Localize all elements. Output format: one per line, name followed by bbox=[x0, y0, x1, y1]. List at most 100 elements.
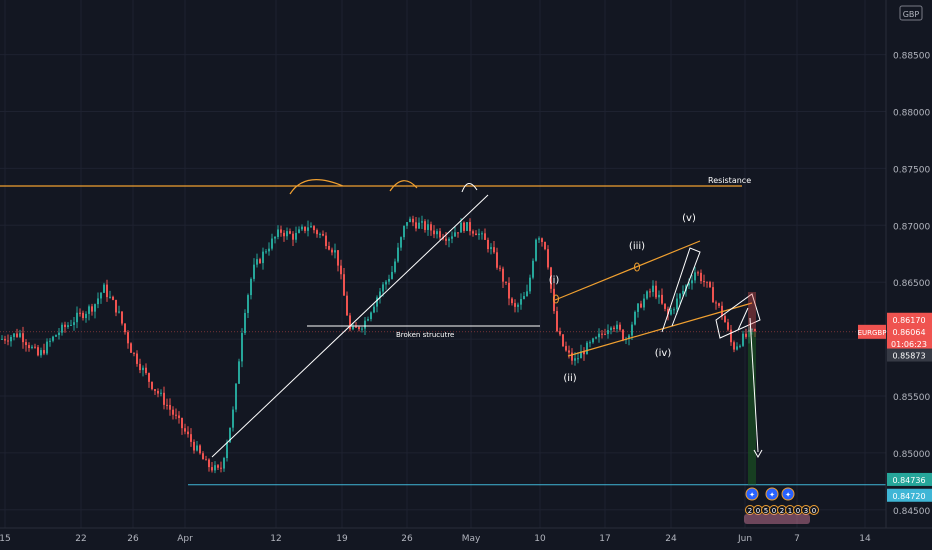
candle-body bbox=[661, 294, 663, 304]
candle-body bbox=[370, 312, 372, 320]
candle-body bbox=[415, 222, 417, 229]
candle-body bbox=[10, 336, 12, 342]
candle-body bbox=[286, 231, 288, 237]
candle-body bbox=[118, 311, 120, 313]
candle-body bbox=[394, 261, 396, 272]
candle-body bbox=[646, 291, 648, 299]
channel-upper bbox=[554, 240, 701, 301]
candle-body bbox=[271, 238, 273, 249]
candle-body bbox=[70, 324, 72, 326]
candle-body bbox=[451, 236, 453, 239]
wave-marker-iii bbox=[634, 262, 640, 272]
candle-body bbox=[598, 333, 600, 338]
candle-body bbox=[241, 333, 243, 362]
countdown-label: 01:06:23 bbox=[891, 340, 927, 349]
top-arc-3 bbox=[461, 183, 478, 193]
target-label: 0.84736 bbox=[892, 476, 925, 485]
candle-body bbox=[640, 303, 642, 308]
candle-body bbox=[214, 465, 216, 471]
candle-body bbox=[433, 230, 435, 235]
wave-label: (i) bbox=[549, 275, 560, 286]
candle-body bbox=[157, 390, 159, 394]
candle-body bbox=[544, 241, 546, 250]
triangle-pattern bbox=[715, 293, 761, 339]
price-axis[interactable]: 0.88500 0.88000 0.87500 0.87000 0.86500 0.860… bbox=[885, 0, 932, 550]
wave-label: (ii) bbox=[563, 373, 576, 384]
candle-body bbox=[355, 326, 357, 328]
indicator-marks[interactable]: ✦ ✦ ✦2 0 5 0 2 1 0 3 0 bbox=[744, 487, 819, 524]
candle-body bbox=[277, 229, 279, 237]
candle-body bbox=[265, 251, 267, 253]
y-tick-label: 0.85000 bbox=[893, 450, 930, 460]
candle-body bbox=[703, 281, 705, 283]
candle-body bbox=[139, 363, 141, 371]
x-tick-label: 10 bbox=[534, 534, 546, 544]
candle-body bbox=[298, 229, 300, 233]
candle-body bbox=[427, 224, 429, 230]
x-tick-label: 26 bbox=[127, 534, 139, 544]
dividend-mark-label: 3 bbox=[804, 507, 808, 515]
candle-body bbox=[304, 226, 306, 231]
countdown-badge bbox=[887, 336, 932, 350]
candle-body bbox=[28, 345, 30, 349]
candle-body bbox=[112, 296, 114, 300]
candle-body bbox=[58, 332, 60, 336]
candle-body bbox=[637, 303, 639, 312]
candle-body bbox=[208, 459, 210, 468]
y-tick-label: 0.85500 bbox=[893, 393, 930, 403]
candle-body bbox=[613, 327, 615, 330]
candle-body bbox=[244, 312, 246, 334]
candle-body bbox=[535, 239, 537, 261]
broken-structure-label: Broken strucutre bbox=[396, 331, 454, 339]
candle-body bbox=[163, 392, 165, 405]
candle-body bbox=[25, 342, 27, 346]
wedge-lines bbox=[661, 247, 701, 333]
candle-body bbox=[655, 285, 657, 298]
candle-body bbox=[448, 238, 450, 241]
candle-body bbox=[217, 465, 219, 468]
candle-body bbox=[751, 329, 753, 331]
event-glyph: ✦ bbox=[785, 491, 791, 499]
candle-body bbox=[430, 224, 432, 231]
candle-body bbox=[631, 324, 633, 336]
candle-body bbox=[88, 306, 90, 314]
candle-body bbox=[382, 284, 384, 292]
candle-body bbox=[454, 232, 456, 237]
drawings[interactable]: Resistance Broken strucutre (i) (ii) (iii) (i… bbox=[0, 176, 886, 486]
candle-body bbox=[190, 434, 192, 442]
candle-body bbox=[46, 341, 48, 354]
target-zone bbox=[748, 331, 756, 485]
grid bbox=[0, 0, 886, 528]
candle-body bbox=[604, 333, 606, 335]
dividend-mark-label: 2 bbox=[748, 507, 752, 515]
candle-body bbox=[712, 287, 714, 303]
candle-body bbox=[559, 331, 561, 335]
candle-body bbox=[505, 281, 507, 283]
candle-body bbox=[388, 278, 390, 282]
candle-body bbox=[220, 467, 222, 469]
candle-body bbox=[169, 405, 171, 410]
candle-body bbox=[391, 271, 393, 279]
support-badge bbox=[887, 488, 932, 502]
candle-body bbox=[52, 336, 54, 341]
candle-body bbox=[571, 352, 573, 361]
candle-body bbox=[628, 335, 630, 339]
candle-body bbox=[715, 302, 717, 304]
candle-body bbox=[436, 231, 438, 235]
candle-body bbox=[100, 292, 102, 299]
candle-body bbox=[400, 237, 402, 248]
candle-body bbox=[601, 333, 603, 335]
candle-body bbox=[322, 233, 324, 236]
dividend-mark-label: 0 bbox=[812, 507, 816, 515]
candle-body bbox=[520, 299, 522, 305]
time-axis[interactable]: 15 22 26 Apr 12 19 26 May 10 17 24 Jun 7 14 bbox=[0, 527, 932, 550]
y-tick-label: 0.88500 bbox=[893, 52, 930, 62]
price-badges: 0.86170 EURGBP 0.86064 01:06:23 0.85873 0.847… bbox=[858, 312, 932, 502]
candle-body bbox=[424, 221, 426, 230]
candle-body bbox=[421, 221, 423, 223]
event-glyph: ✦ bbox=[769, 491, 775, 499]
candle-body bbox=[610, 327, 612, 331]
candle-body bbox=[250, 278, 252, 296]
candle-body bbox=[124, 323, 126, 333]
